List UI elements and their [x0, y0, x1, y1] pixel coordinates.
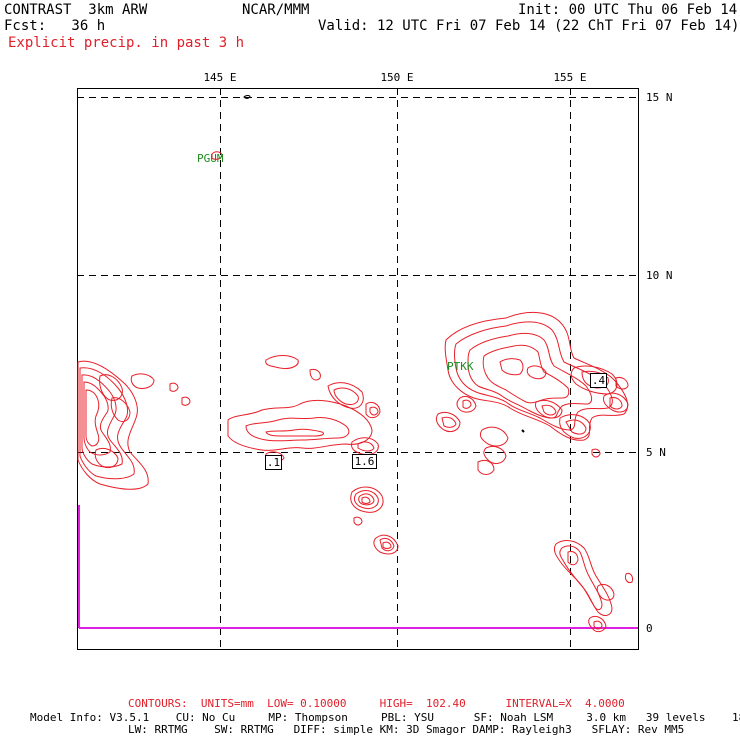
map-frame [77, 88, 639, 650]
lat-label-10n: 10 N [646, 269, 673, 282]
model-info-line-2: LW: RRTMG SW: RRTMG DIFF: simple KM: 3D … [128, 723, 685, 736]
lon-label-155e: 155 E [553, 71, 586, 84]
contours-legend: CONTOURS: UNITS=mm LOW= 0.10000 HIGH= 10… [128, 697, 625, 710]
contour-label-3: .4 [592, 374, 606, 387]
contour-label-box-2 [352, 454, 377, 469]
contour-label-1: .1 [267, 456, 280, 469]
lat-label-5n: 5 N [646, 446, 666, 459]
lat-label-15n: 15 N [646, 91, 673, 104]
contour-cluster-east [435, 312, 629, 475]
precip-contours [77, 151, 633, 633]
contour-guam-small [211, 151, 223, 160]
domain-boundary [78, 505, 638, 629]
lon-label-145e: 145 E [203, 71, 236, 84]
contour-cluster-west [77, 360, 191, 490]
lat-lon-grid [77, 88, 638, 649]
contour-cluster-central [227, 355, 381, 462]
model-title: CONTRAST 3km ARW [4, 2, 148, 18]
forecast-hour: Fcst: 36 h [4, 18, 106, 34]
org-label: NCAR/MMM [242, 2, 310, 18]
contour-label-2: 1.6 [355, 455, 375, 468]
contour-cluster-southeast [553, 540, 633, 633]
field-title: Explicit precip. in past 3 h [8, 35, 245, 51]
station-pgum: PGUM [197, 152, 224, 165]
lon-label-150e: 150 E [380, 71, 413, 84]
contour-cluster-south [350, 486, 399, 555]
init-time: Init: 00 UTC Thu 06 Feb 14 [518, 2, 738, 18]
contour-label-box-3 [590, 373, 607, 388]
model-info-line-1: Model Info: V3.5.1 CU: No Cu MP: Thompso… [30, 711, 740, 724]
lat-label-0: 0 [646, 622, 653, 635]
valid-time: Valid: 12 UTC Fri 07 Feb 14 (22 ChT Fri … [318, 18, 740, 34]
small-island-marker [243, 95, 251, 99]
contour-label-box-1 [265, 455, 282, 470]
station-ptkk: PTKK [447, 360, 474, 373]
island-dot [521, 429, 525, 433]
